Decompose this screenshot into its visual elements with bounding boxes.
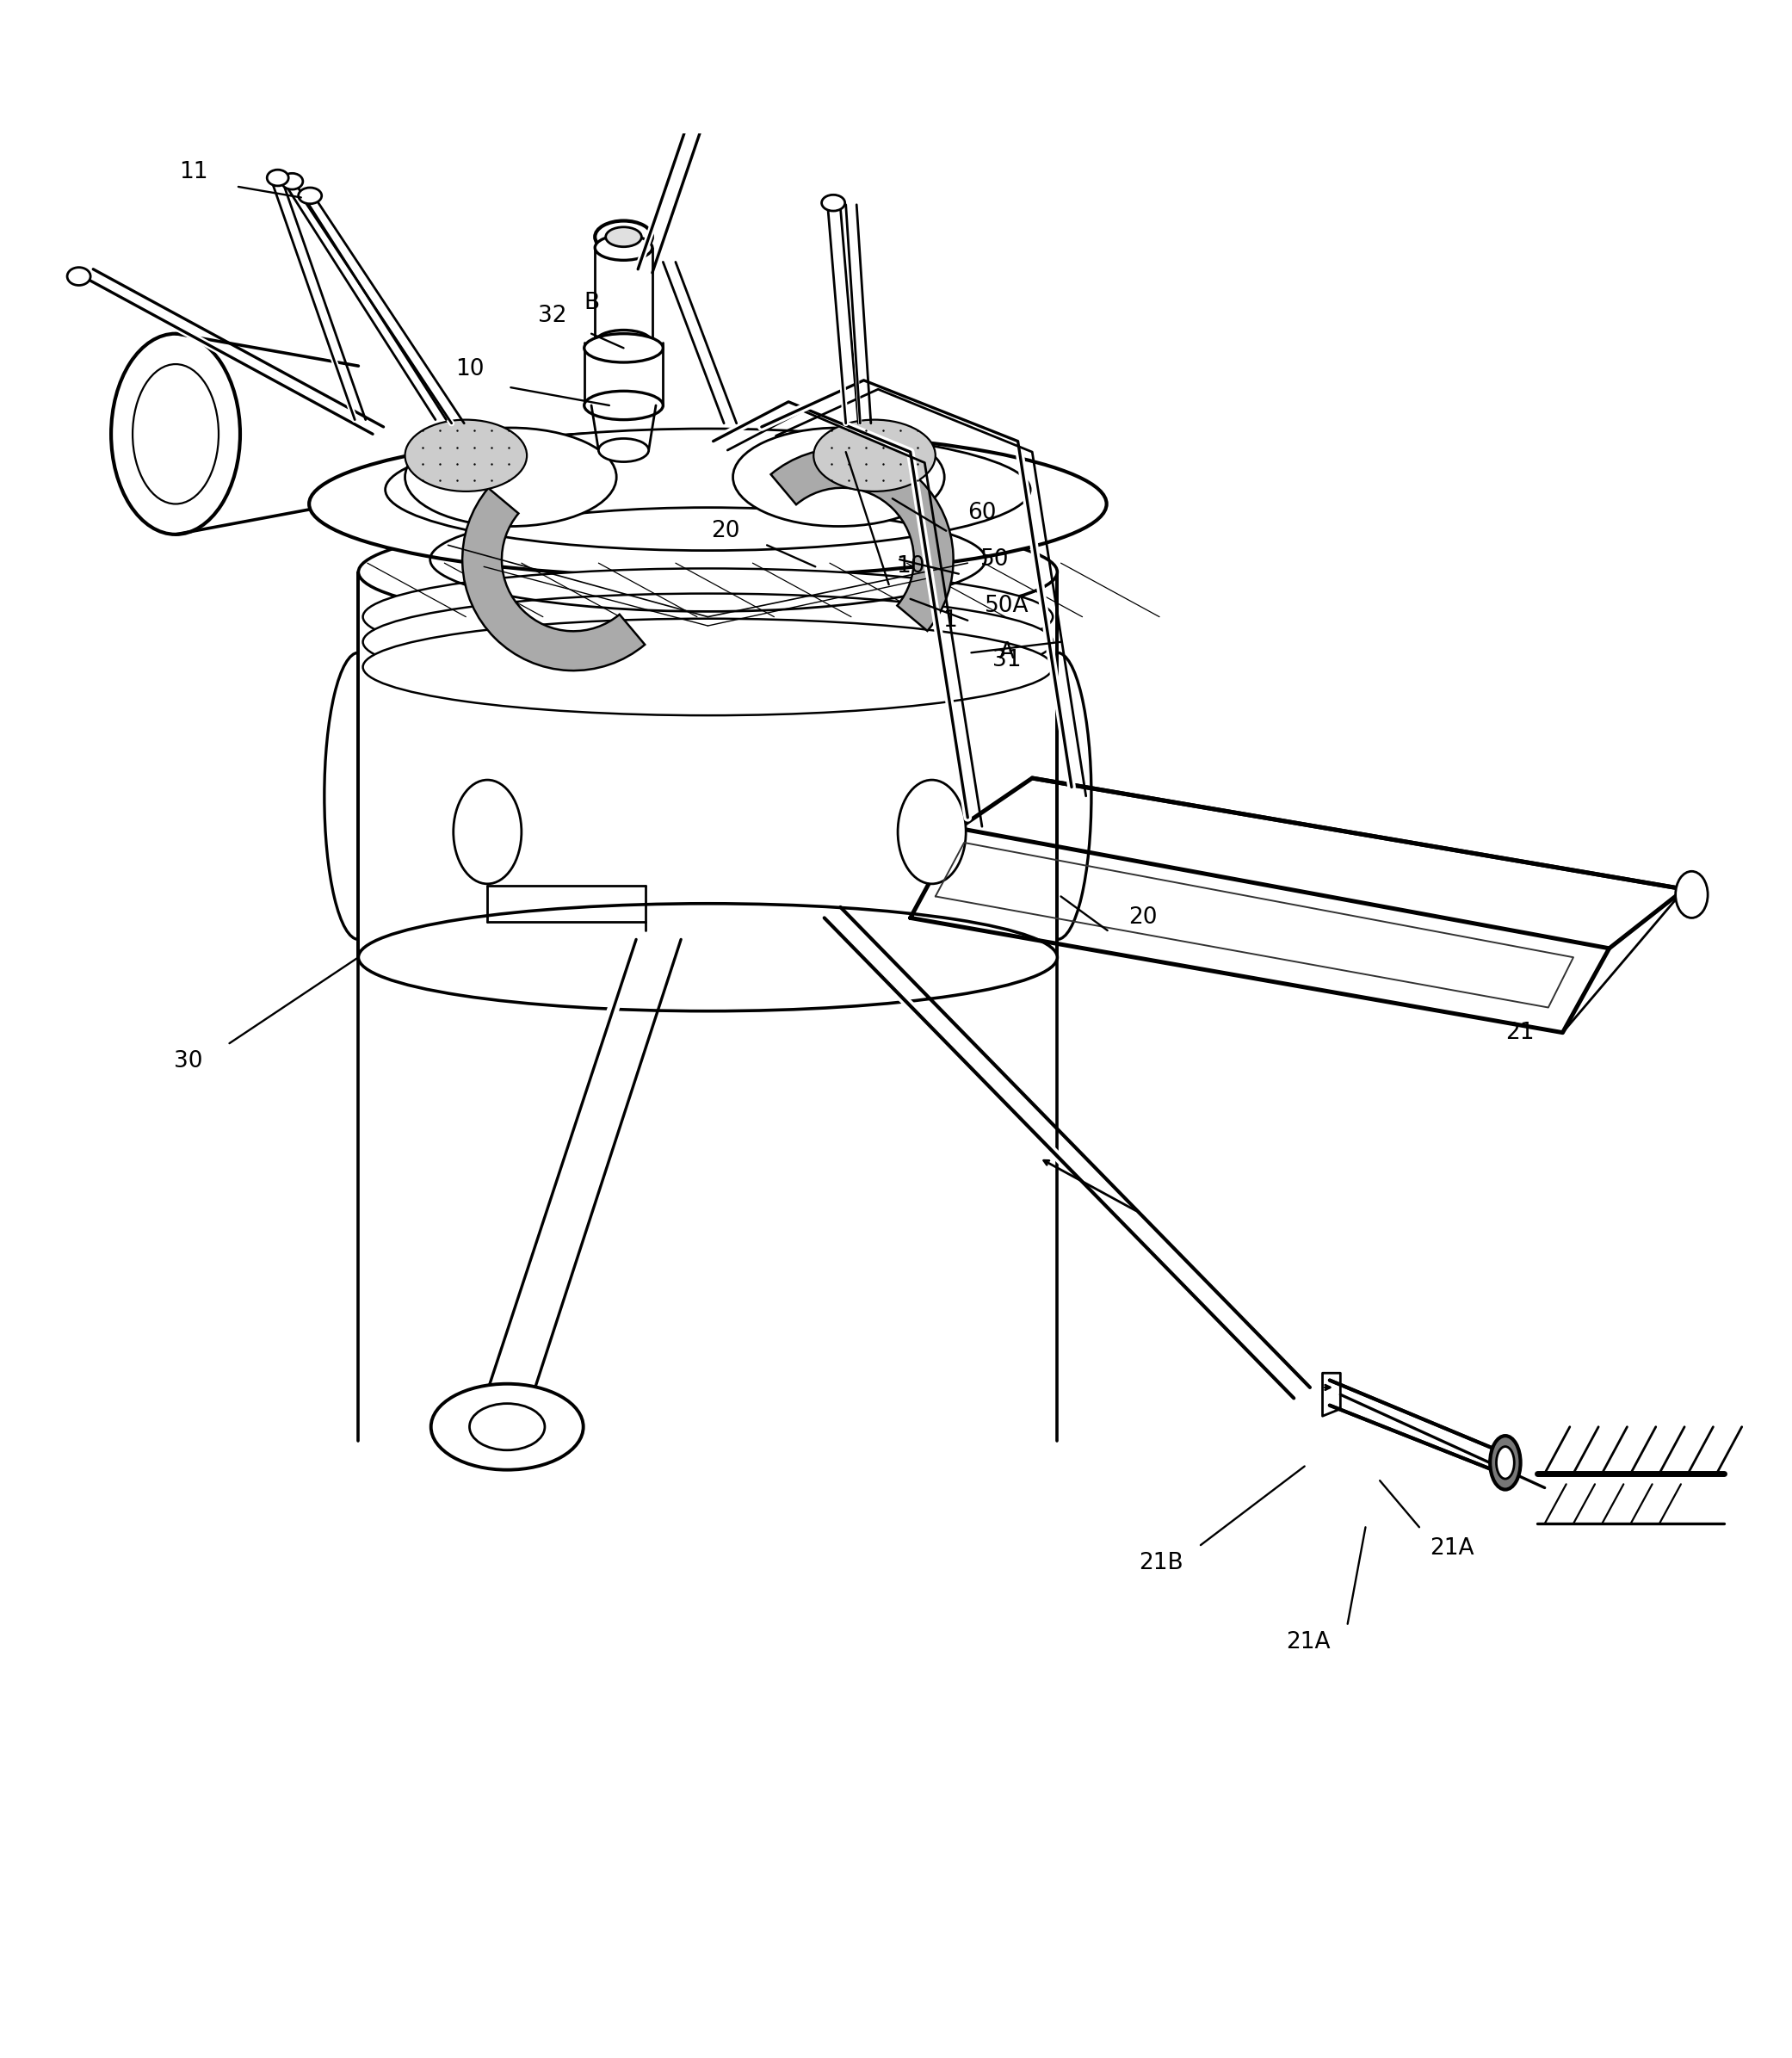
- Ellipse shape: [362, 593, 1052, 689]
- Ellipse shape: [385, 428, 1030, 552]
- Ellipse shape: [308, 430, 1106, 578]
- Ellipse shape: [297, 187, 323, 204]
- Ellipse shape: [362, 568, 1052, 665]
- Text: 30: 30: [174, 1050, 202, 1072]
- Ellipse shape: [584, 333, 663, 362]
- Text: 32: 32: [538, 305, 566, 327]
- Text: A: A: [1000, 642, 1014, 665]
- Ellipse shape: [1491, 1436, 1520, 1490]
- Ellipse shape: [430, 1383, 582, 1469]
- Ellipse shape: [690, 93, 715, 109]
- Ellipse shape: [814, 420, 935, 492]
- Text: 50A: 50A: [986, 595, 1029, 617]
- Ellipse shape: [733, 428, 944, 527]
- Text: 10: 10: [455, 358, 484, 381]
- Text: 10: 10: [896, 556, 925, 578]
- Text: 31: 31: [993, 648, 1021, 671]
- Ellipse shape: [133, 364, 219, 504]
- Ellipse shape: [898, 780, 966, 883]
- Ellipse shape: [281, 173, 303, 189]
- Ellipse shape: [1496, 1447, 1514, 1480]
- Text: 21A: 21A: [1287, 1630, 1330, 1653]
- Ellipse shape: [405, 428, 616, 527]
- Ellipse shape: [1676, 871, 1708, 918]
- Ellipse shape: [267, 169, 289, 185]
- Text: 20: 20: [711, 519, 740, 541]
- Wedge shape: [771, 449, 953, 632]
- Ellipse shape: [358, 519, 1057, 626]
- Ellipse shape: [595, 329, 652, 356]
- Text: 1: 1: [943, 609, 957, 632]
- Text: 21A: 21A: [1430, 1537, 1473, 1560]
- Ellipse shape: [599, 438, 649, 461]
- Ellipse shape: [595, 220, 652, 253]
- Ellipse shape: [111, 333, 240, 535]
- Ellipse shape: [66, 268, 90, 286]
- Wedge shape: [462, 488, 645, 671]
- Ellipse shape: [358, 903, 1057, 1010]
- Ellipse shape: [405, 420, 527, 492]
- Text: 20: 20: [1129, 908, 1158, 928]
- Text: 21: 21: [1505, 1021, 1534, 1043]
- Ellipse shape: [606, 226, 642, 247]
- Text: B: B: [584, 292, 599, 315]
- Ellipse shape: [821, 196, 846, 210]
- Text: 50: 50: [980, 547, 1009, 570]
- Ellipse shape: [470, 1404, 545, 1451]
- Ellipse shape: [595, 235, 652, 259]
- Text: 60: 60: [968, 502, 996, 525]
- Ellipse shape: [584, 391, 663, 420]
- Text: 21B: 21B: [1140, 1552, 1183, 1574]
- Text: 11: 11: [179, 161, 208, 183]
- Ellipse shape: [453, 780, 521, 883]
- Ellipse shape: [362, 619, 1052, 716]
